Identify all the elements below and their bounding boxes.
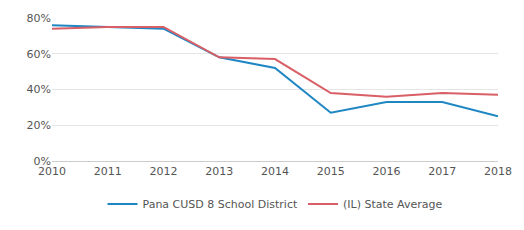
svg-text:20%: 20% [27,119,51,132]
svg-text:2015: 2015 [317,165,345,178]
svg-text:2010: 2010 [38,165,66,178]
svg-text:2013: 2013 [205,165,233,178]
svg-text:0%: 0% [34,155,51,168]
svg-text:2018: 2018 [484,165,512,178]
svg-text:40%: 40% [27,83,51,96]
svg-text:2017: 2017 [428,165,456,178]
svg-text:2014: 2014 [261,165,289,178]
svg-text:Pana CUSD 8 School District: Pana CUSD 8 School District [143,198,298,211]
svg-text:80%: 80% [27,12,51,25]
svg-text:2016: 2016 [373,165,401,178]
svg-text:(IL) State Average: (IL) State Average [343,198,442,211]
svg-text:2011: 2011 [94,165,122,178]
svg-text:2012: 2012 [150,165,178,178]
svg-text:60%: 60% [27,48,51,61]
